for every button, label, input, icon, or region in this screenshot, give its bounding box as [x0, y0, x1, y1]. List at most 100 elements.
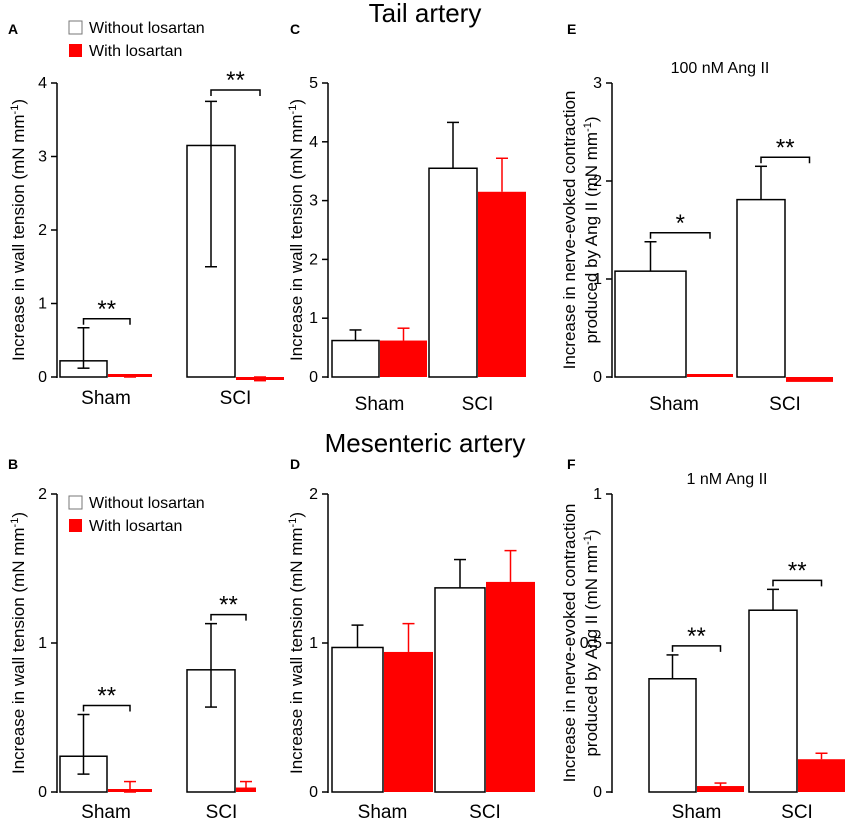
category-label-sham: Sham	[358, 802, 408, 821]
bar-sci-without-losartan	[428, 167, 478, 378]
legend-swatch-with	[69, 44, 82, 57]
y-tick-label: 0	[593, 784, 602, 801]
significance-label: **	[226, 67, 245, 94]
y-tick-label: 3	[309, 193, 318, 210]
y-axis-label: Increase in nerve-evoked contraction	[560, 91, 579, 370]
category-label-sci: SCI	[469, 802, 501, 821]
y-tick-label: 1	[38, 296, 47, 313]
bar-sham-without-losartan	[331, 646, 384, 793]
bar-sham-with-losartan	[380, 340, 427, 377]
y-tick-label: 2	[38, 486, 47, 503]
bar-sham-with-losartan	[384, 651, 433, 792]
legend-label-without: Without losartan	[89, 20, 205, 37]
y-tick-label: 5	[309, 75, 318, 92]
significance-bracket	[210, 89, 261, 96]
category-label-sci: SCI	[462, 394, 494, 415]
bar-sham-without-losartan	[614, 270, 687, 378]
y-axis-label: Increase in wall tension (mN mm-1)	[9, 99, 28, 361]
significance-bracket	[671, 645, 722, 652]
y-axis-label: Increase in nerve-evoked contraction	[560, 504, 579, 783]
category-label-sham: Sham	[81, 388, 131, 409]
category-label-sham: Sham	[81, 802, 131, 821]
bar-sci-with-losartan	[786, 377, 833, 382]
bar-sci-without-losartan	[748, 609, 798, 793]
y-tick-label: 2	[38, 222, 47, 239]
panel-letter: F	[567, 456, 576, 472]
bar-sci-with-losartan	[478, 191, 526, 377]
bar-sham-without-losartan	[648, 678, 697, 793]
panel-letter: E	[567, 21, 576, 37]
y-tick-label: 0	[38, 784, 47, 801]
y-axis-label: Increase in wall tension (mN mm-1)	[287, 99, 306, 361]
significance-bracket	[82, 318, 131, 325]
panel-subtitle: 1 nM Ang II	[687, 471, 768, 488]
y-axis-label: Increase in wall tension (mN mm-1)	[287, 512, 306, 774]
significance-bracket	[210, 613, 247, 621]
legend-label-with: With losartan	[89, 518, 182, 535]
y-tick-label: 2	[593, 173, 602, 190]
significance-bracket	[760, 156, 811, 164]
bar-sci-without-losartan	[434, 587, 486, 793]
legend-swatch-without	[68, 495, 83, 510]
y-tick-label: 4	[38, 75, 47, 92]
y-tick-label: 1	[38, 635, 47, 652]
bar-sham-with-losartan	[697, 786, 744, 792]
y-tick-label: 0	[593, 369, 602, 386]
bar-sci-without-losartan	[736, 198, 786, 378]
legend-swatch-without	[68, 20, 83, 35]
category-label-sci: SCI	[769, 394, 801, 415]
y-tick-label: 0	[38, 369, 47, 386]
y-tick-label: 4	[309, 134, 318, 151]
y-tick-label: 1	[309, 310, 318, 327]
significance-label: **	[97, 683, 116, 710]
category-label-sham: Sham	[355, 394, 405, 415]
y-tick-label: 1	[593, 271, 602, 288]
panel-letter: B	[8, 456, 18, 472]
y-axis-label: produced by Ang II (mN mm-1)	[582, 529, 601, 756]
panel-letter: A	[8, 21, 18, 37]
bar-sci-with-losartan	[486, 581, 535, 792]
significance-label: **	[219, 592, 238, 619]
panel-letter: D	[290, 456, 300, 472]
category-label-sham: Sham	[672, 802, 722, 821]
section-title-mesenteric: Mesenteric artery	[325, 428, 526, 458]
category-label-sci: SCI	[781, 802, 813, 821]
section-title-tail: Tail artery	[369, 0, 482, 28]
significance-bracket	[772, 579, 823, 587]
y-tick-label: 1	[593, 486, 602, 503]
chart-E: E 0 1 2 3 Increase in nerve-evoked contractio…	[560, 21, 833, 415]
legend-label-with: With losartan	[89, 43, 182, 60]
significance-bracket	[649, 232, 711, 239]
category-label-sci: SCI	[220, 388, 252, 409]
bar-sham-without-losartan	[331, 339, 380, 378]
y-tick-label: 3	[593, 75, 602, 92]
chart-B: B 0 1 2 Increase in wall tension (mN mm-1) Sh…	[8, 456, 256, 821]
bar-sham-with-losartan	[687, 374, 733, 377]
y-tick-label: 2	[309, 486, 318, 503]
category-label-sci: SCI	[206, 802, 238, 821]
chart-A: A 0 1 2 3 4 Increase in wall tension (mN mm-1)…	[8, 20, 284, 409]
category-label-sham: Sham	[649, 394, 699, 415]
y-tick-label: 3	[38, 149, 47, 166]
panel-letter: C	[290, 21, 300, 37]
y-tick-label: 2	[309, 251, 318, 268]
bar-sci-with-losartan	[798, 759, 845, 792]
y-tick-label: 0	[309, 784, 318, 801]
y-tick-label: 0	[309, 369, 318, 386]
significance-label: *	[676, 210, 685, 237]
significance-label: **	[687, 623, 706, 650]
y-axis-label: produced by Ang II (mN mm-1)	[582, 116, 601, 343]
chart-F: F 0 0.5 1 Increase in nerve-evoked contracti…	[560, 456, 845, 821]
legend-label-without: Without losartan	[89, 495, 205, 512]
y-axis-label: Increase in wall tension (mN mm-1)	[9, 512, 28, 774]
significance-label: **	[788, 557, 807, 584]
y-tick-label: 1	[309, 635, 318, 652]
panel-subtitle: 100 nM Ang II	[671, 60, 770, 77]
significance-label: **	[97, 296, 116, 323]
y-tick-label: 0.5	[580, 635, 602, 652]
significance-bracket	[82, 704, 131, 712]
